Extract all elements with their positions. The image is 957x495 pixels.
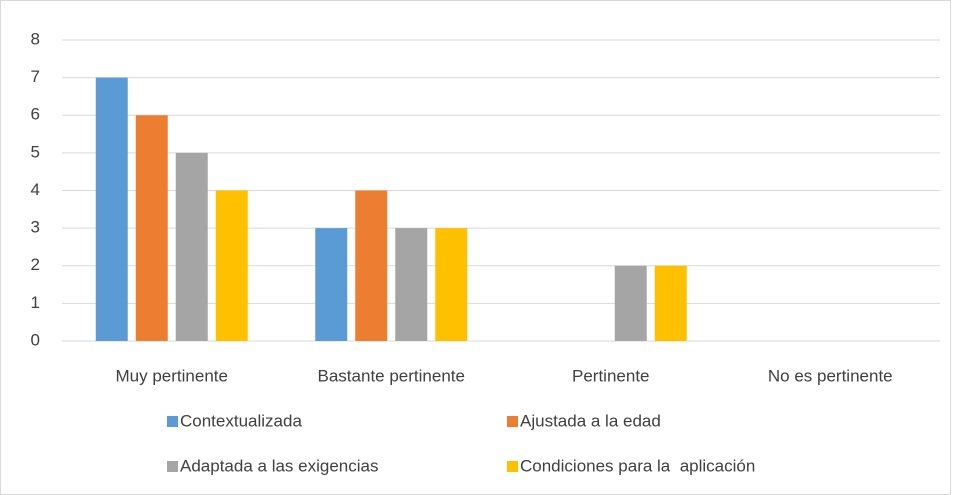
legend-swatch: [167, 461, 178, 472]
bar: [654, 265, 687, 341]
bar: [95, 77, 128, 341]
bar: [614, 265, 647, 341]
y-tick-label: 3: [31, 218, 40, 237]
legend-label: Ajustada a la edad: [520, 411, 661, 430]
y-tick-label: 0: [31, 330, 40, 349]
bar: [315, 228, 348, 341]
y-tick-label: 6: [31, 105, 40, 124]
x-tick-label: Muy pertinente: [116, 366, 228, 385]
legend-swatch: [507, 461, 518, 472]
x-tick-label: No es pertinente: [768, 366, 893, 385]
legend-label: Adaptada a las exigencias: [180, 456, 378, 475]
legend-swatch: [507, 416, 518, 427]
x-tick-label: Pertinente: [572, 366, 650, 385]
x-tick-label: Bastante pertinente: [318, 366, 465, 385]
y-tick-label: 8: [31, 29, 40, 48]
y-tick-label: 7: [31, 67, 40, 86]
legend-label: Contextualizada: [180, 411, 302, 430]
legend-swatch: [167, 416, 178, 427]
y-tick-label: 2: [31, 255, 40, 274]
bar: [355, 190, 388, 341]
legend-label: Condiciones para la aplicación: [520, 456, 755, 475]
y-tick-label: 4: [31, 180, 40, 199]
bar: [435, 228, 468, 341]
bar: [215, 190, 248, 341]
bar: [175, 152, 208, 341]
y-tick-label: 5: [31, 142, 40, 161]
bar: [395, 228, 428, 341]
y-tick-label: 1: [31, 293, 40, 312]
bar: [135, 115, 168, 341]
